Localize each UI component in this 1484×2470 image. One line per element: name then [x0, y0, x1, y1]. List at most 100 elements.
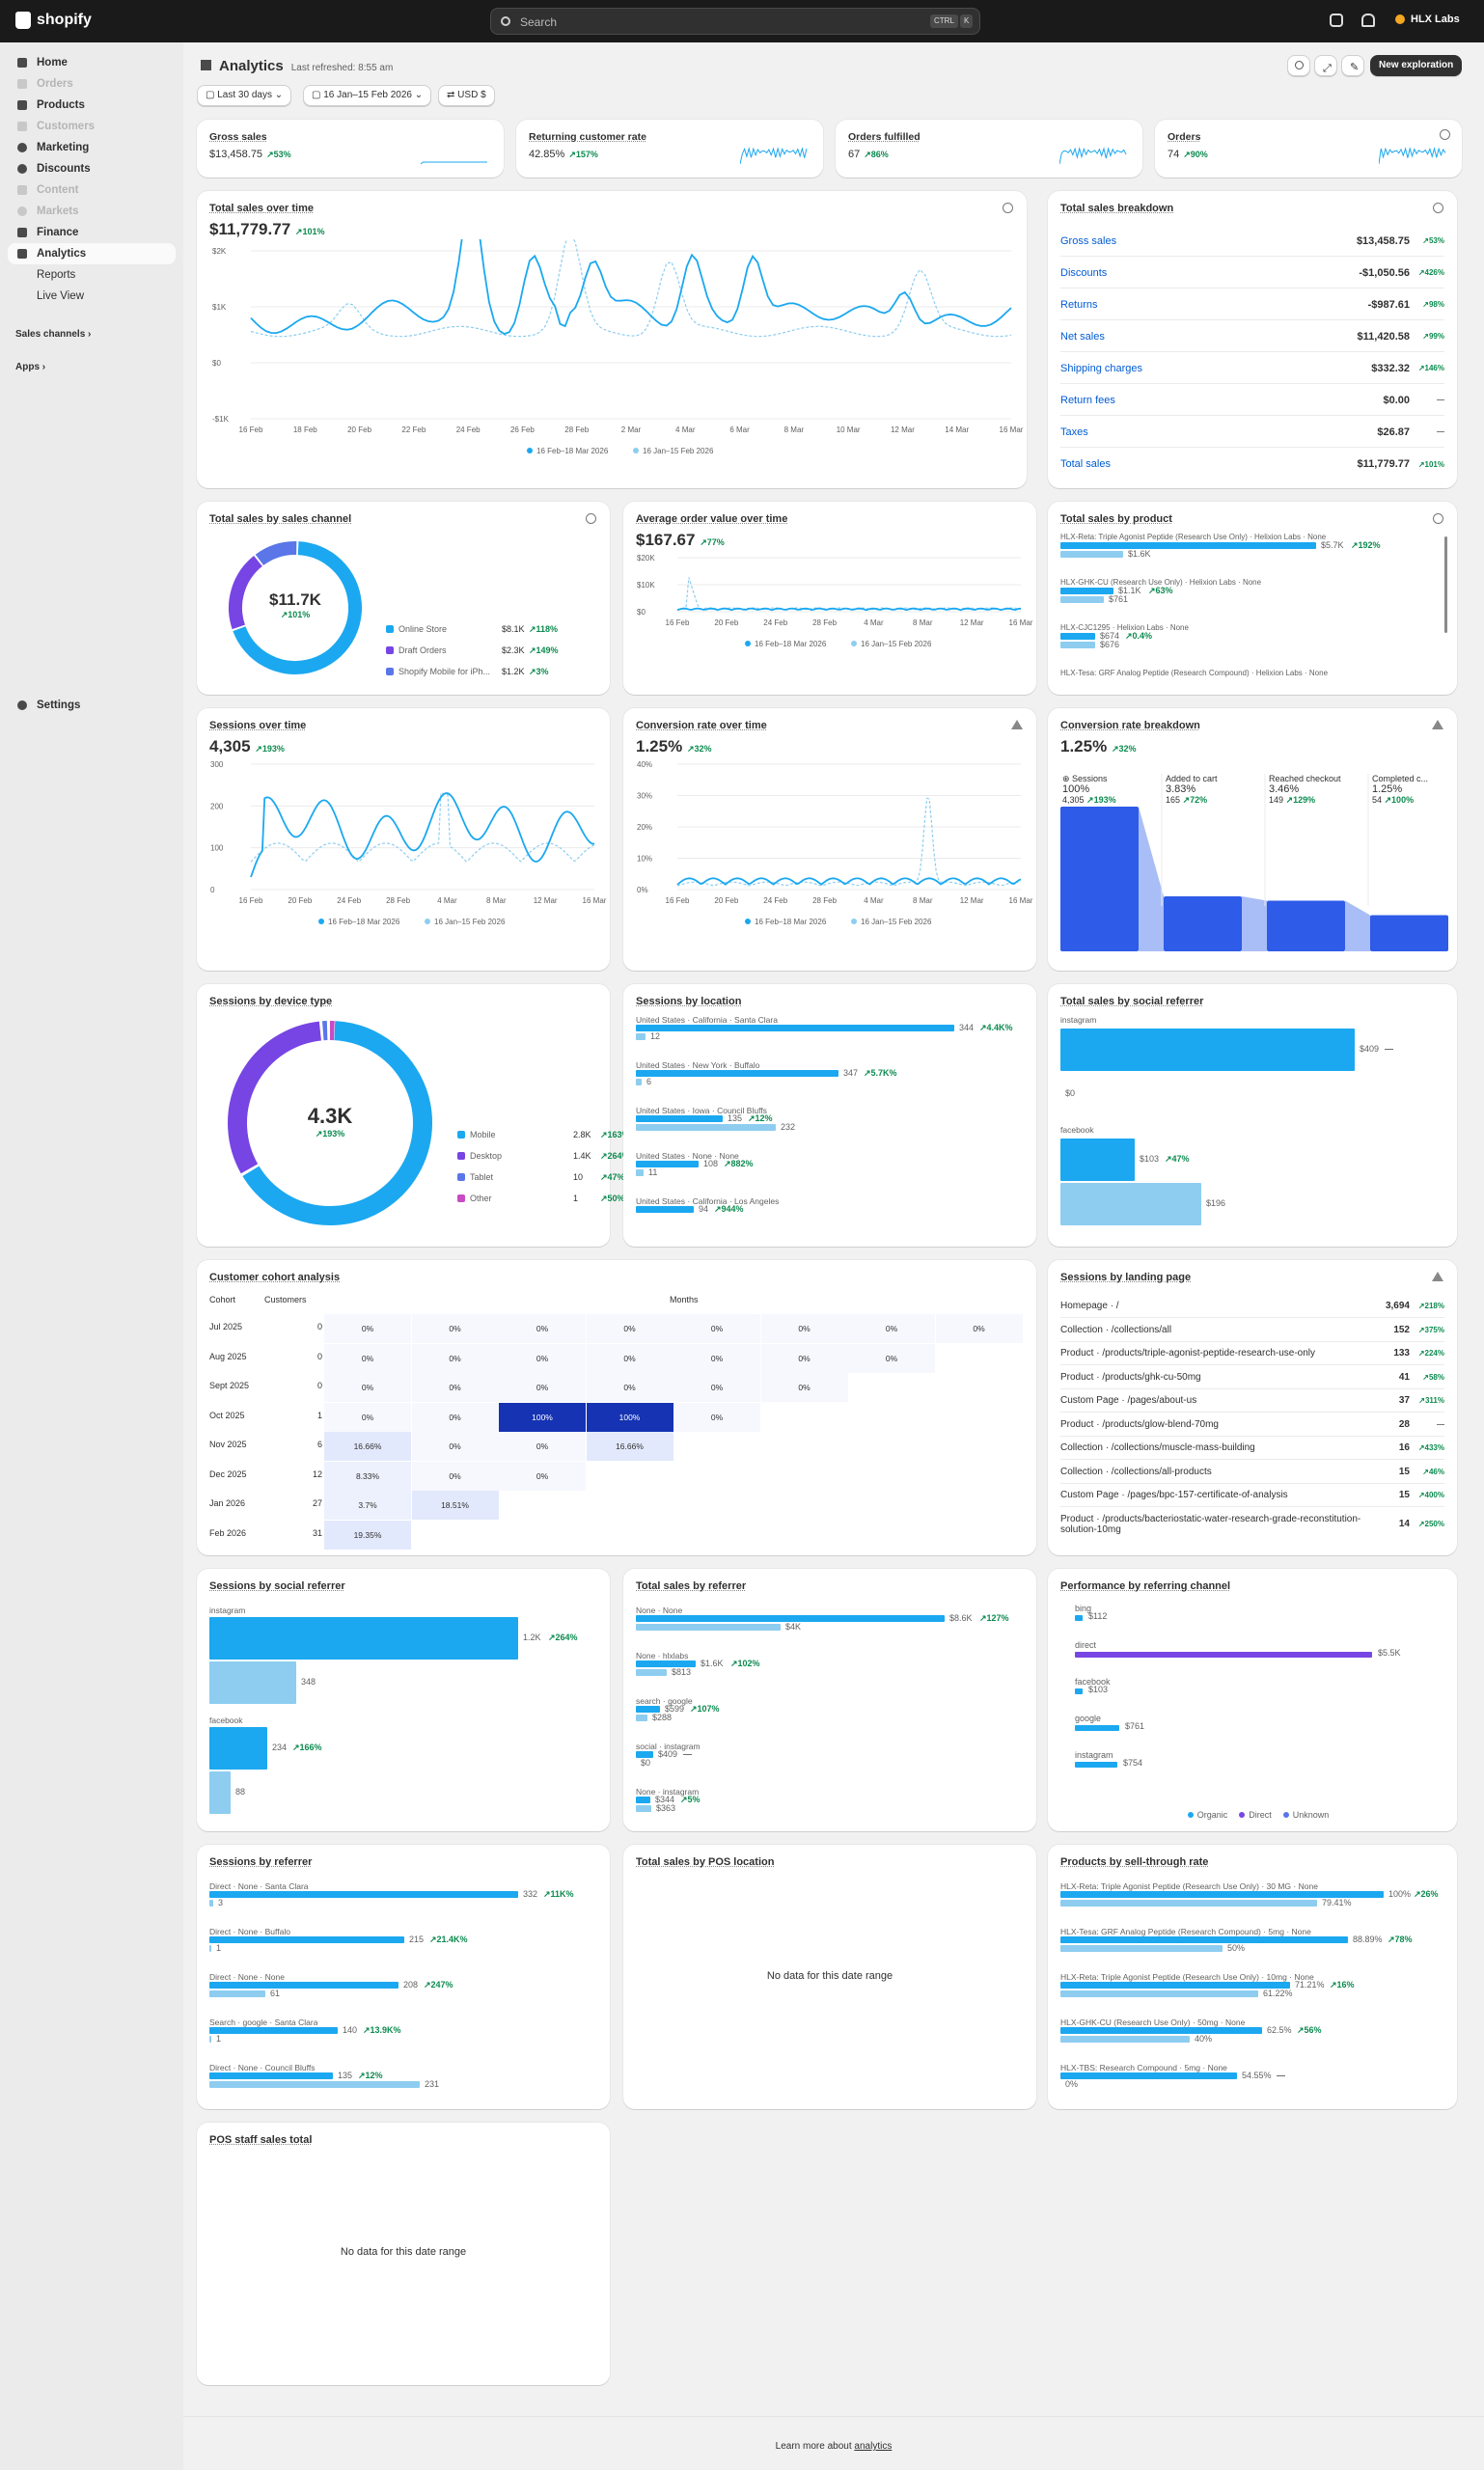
total-sales-over-time-card[interactable]: Total sales over time $11,779.77 ↗101% $… [197, 191, 1027, 488]
landing-page-label[interactable]: Product · /products/glow-blend-70mg [1060, 1418, 1219, 1430]
sessions-by-referrer-card[interactable]: Sessions by referrer Direct · None · San… [197, 1845, 610, 2109]
bar-comparison[interactable] [636, 1079, 642, 1085]
bar-current[interactable] [209, 1891, 518, 1898]
sessions-by-social-card[interactable]: Sessions by social referrer instagram 1.2… [197, 1569, 610, 1831]
bar-comparison[interactable] [1060, 1945, 1223, 1952]
landing-row[interactable]: Product · /products/ghk-cu-50mg 41 ↗58% [1060, 1366, 1444, 1389]
bar-current[interactable] [1060, 1029, 1355, 1071]
warning-icon[interactable] [1432, 1272, 1443, 1281]
warning-icon[interactable] [1011, 720, 1023, 729]
cohort-cell[interactable]: 0% [935, 1314, 1023, 1343]
new-exploration-button[interactable]: New exploration [1370, 55, 1463, 76]
sell-through-card[interactable]: Products by sell-through rate HLX-Reta: … [1048, 1845, 1457, 2109]
nav-content[interactable]: Content [8, 179, 176, 201]
cohort-cell[interactable]: 0% [411, 1373, 499, 1402]
edit-button[interactable]: ✎ [1341, 55, 1364, 76]
nav-settings[interactable]: Settings [8, 695, 176, 716]
bar-current[interactable] [636, 1660, 696, 1667]
breakdown-label[interactable]: Shipping charges [1060, 362, 1143, 374]
cohort-cell[interactable]: 0% [324, 1373, 411, 1402]
bar-comparison[interactable] [1060, 596, 1104, 603]
landing-row[interactable]: Collection · /collections/muscle-mass-bu… [1060, 1437, 1444, 1460]
breakdown-row[interactable]: Return fees $0.00 — [1060, 385, 1444, 416]
nav-sales-channels[interactable]: Sales channels › [15, 329, 92, 340]
kpi-card-0[interactable]: Gross sales $13,458.75 ↗53% [197, 120, 504, 178]
landing-row[interactable]: Product · /products/glow-blend-70mg 28 — [1060, 1413, 1444, 1437]
nav-discounts[interactable]: Discounts [8, 158, 176, 179]
comparison-selector[interactable]: ▢ 16 Jan–15 Feb 2026 ⌄ [303, 85, 432, 106]
cohort-cell[interactable]: 0% [760, 1373, 848, 1402]
kpi-card-3[interactable]: Orders 74 ↗90% [1155, 120, 1462, 178]
currency-selector[interactable]: ⇄ USD $ [438, 85, 495, 106]
conversion-rate-card[interactable]: Conversion rate over time 1.25% ↗32% 40%… [623, 708, 1036, 971]
breakdown-label[interactable]: Taxes [1060, 425, 1088, 438]
bar-comparison[interactable] [636, 1715, 647, 1721]
bar-current[interactable] [636, 1070, 838, 1077]
bar-comparison[interactable] [209, 1900, 213, 1907]
scrollbar[interactable] [1444, 536, 1447, 633]
cohort-cell[interactable]: 0% [499, 1432, 586, 1461]
bar-comparison[interactable] [1060, 1183, 1201, 1225]
breakdown-row[interactable]: Shipping charges $332.32 ↗146% [1060, 353, 1444, 384]
bar-current[interactable] [1075, 1725, 1119, 1731]
nav-orders[interactable]: Orders [8, 73, 176, 95]
bar-comparison[interactable] [209, 2081, 420, 2088]
kpi-card-2[interactable]: Orders fulfilled 67 ↗86% [836, 120, 1142, 178]
total-sales-breakdown-card[interactable]: Total sales breakdown Gross sales $13,458… [1048, 191, 1457, 488]
landing-page-label[interactable]: Collection · /collections/muscle-mass-bu… [1060, 1442, 1255, 1453]
info-icon[interactable] [586, 513, 596, 524]
bar-current[interactable] [1060, 2027, 1262, 2034]
nav-analytics[interactable]: Analytics [8, 243, 176, 264]
bar-current[interactable] [636, 1025, 954, 1031]
landing-page-label[interactable]: Homepage · / [1060, 1301, 1119, 1311]
breakdown-row[interactable]: Gross sales $13,458.75 ↗53% [1060, 226, 1444, 257]
bar-comparison[interactable] [1060, 2036, 1190, 2043]
landing-row[interactable]: Collection · /collections/all 152 ↗375% [1060, 1319, 1444, 1342]
breakdown-label[interactable]: Total sales [1060, 458, 1111, 470]
kpi-card-1[interactable]: Returning customer rate 42.85% ↗157% [516, 120, 823, 178]
cohort-cell[interactable]: 0% [411, 1314, 499, 1343]
nav-live-view[interactable]: Live View [37, 290, 85, 302]
bar-current[interactable] [636, 1615, 945, 1622]
breakdown-row[interactable]: Net sales $11,420.58 ↗99% [1060, 321, 1444, 352]
cohort-cell[interactable]: 0% [673, 1314, 760, 1343]
bar-current[interactable] [1060, 1936, 1348, 1943]
cohort-cell[interactable]: 8.33% [324, 1461, 411, 1491]
cohort-cell[interactable]: 0% [760, 1314, 848, 1343]
cohort-cell[interactable]: 0% [848, 1343, 935, 1373]
bar-current[interactable] [636, 1115, 723, 1122]
bar-comparison[interactable] [636, 1669, 667, 1676]
landing-page-label[interactable]: Collection · /collections/all-products [1060, 1466, 1212, 1477]
shopify-logo[interactable]: shopify [15, 12, 92, 29]
cohort-cell[interactable]: 0% [411, 1402, 499, 1432]
cohort-cell[interactable]: 0% [586, 1343, 673, 1373]
nav-marketing[interactable]: Marketing [8, 137, 176, 158]
landing-page-label[interactable]: Custom Page · /pages/about-us [1060, 1395, 1197, 1406]
bar-current[interactable] [1075, 1615, 1083, 1621]
sessions-by-location-card[interactable]: Sessions by location United States · Cal… [623, 984, 1036, 1247]
cohort-cell[interactable]: 0% [324, 1314, 411, 1343]
aov-card[interactable]: Average order value over time $167.67 ↗7… [623, 502, 1036, 695]
breakdown-row[interactable]: Discounts -$1,050.56 ↗426% [1060, 258, 1444, 288]
cohort-cell[interactable]: 0% [499, 1461, 586, 1491]
nav-markets[interactable]: Markets [8, 201, 176, 222]
bar-comparison[interactable] [636, 1033, 646, 1040]
landing-page-label[interactable]: Custom Page · /pages/bpc-157-certificate… [1060, 1490, 1288, 1500]
performance-by-channel-card[interactable]: Performance by referring channel Organic… [1048, 1569, 1457, 1831]
nav-home[interactable]: Home [8, 52, 176, 73]
conversion-breakdown-card[interactable]: Conversion rate breakdown 1.25% ↗32% ⊕ S… [1048, 708, 1457, 971]
cohort-cell[interactable]: 0% [324, 1402, 411, 1432]
sales-by-social-card[interactable]: Total sales by social referrer instagram… [1048, 984, 1457, 1247]
cohort-cell[interactable]: 0% [760, 1343, 848, 1373]
cohort-cell[interactable]: 100% [499, 1402, 586, 1432]
breakdown-label[interactable]: Returns [1060, 298, 1098, 311]
landing-row[interactable]: Product · /products/triple-agonist-pepti… [1060, 1342, 1444, 1365]
cohort-cell[interactable]: 0% [499, 1373, 586, 1402]
landing-row[interactable]: Custom Page · /pages/about-us 37 ↗311% [1060, 1389, 1444, 1413]
landing-row[interactable]: Homepage · / 3,694 ↗218% [1060, 1295, 1444, 1318]
info-icon[interactable] [1433, 203, 1443, 213]
bar-comparison[interactable] [636, 1805, 651, 1812]
info-icon[interactable] [1433, 513, 1443, 524]
cohort-cell[interactable]: 0% [411, 1432, 499, 1461]
bar-current[interactable] [636, 1797, 650, 1803]
